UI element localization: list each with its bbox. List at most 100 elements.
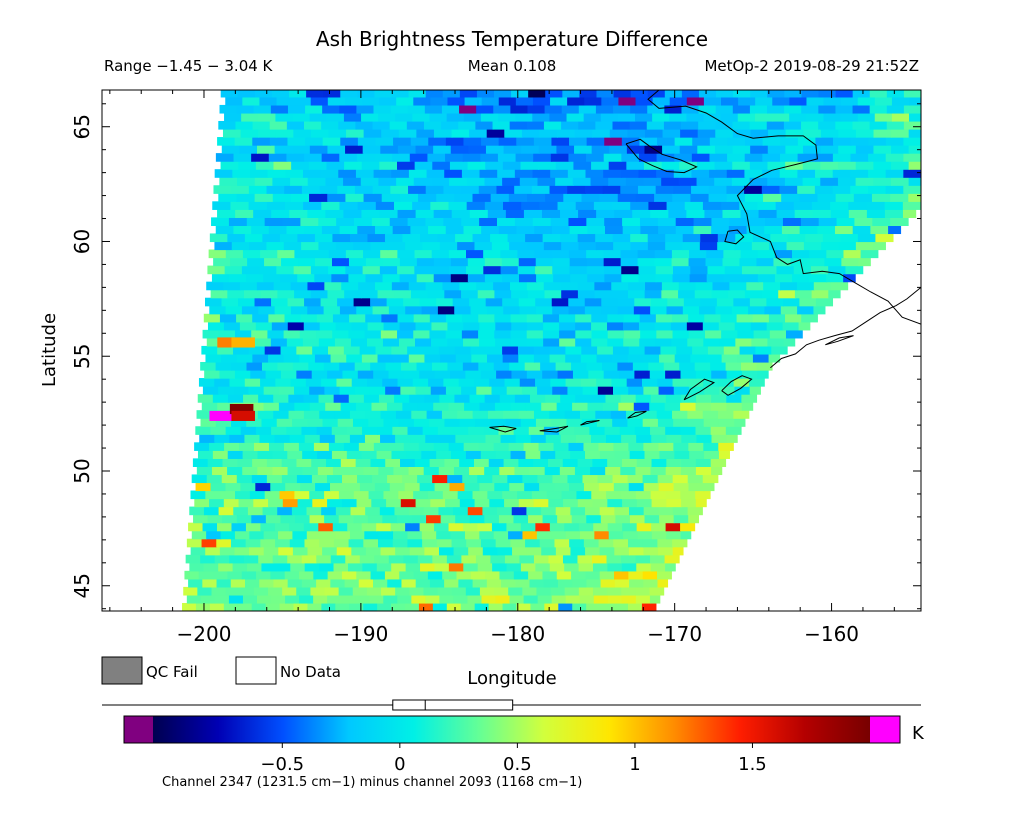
heat-cell: [260, 378, 277, 387]
heat-cell: [345, 249, 364, 259]
heat-cell: [268, 498, 284, 508]
heat-cell: [487, 490, 504, 500]
heat-cell: [722, 257, 741, 267]
heat-cell: [680, 370, 697, 379]
heat-cell: [332, 313, 351, 323]
heat-cell: [477, 474, 494, 484]
heat-cell: [322, 546, 338, 556]
heat-cell: [463, 562, 479, 572]
heat-cell: [450, 370, 467, 379]
heat-cell: [237, 602, 253, 611]
heat-cell: [550, 169, 569, 178]
heat-cell: [315, 257, 333, 267]
heat-cell: [237, 177, 256, 186]
heat-cell: [586, 249, 605, 259]
heat-cell: [422, 426, 439, 435]
heat-cell: [311, 249, 330, 259]
heat-cell: [217, 402, 234, 411]
heat-cell: [397, 378, 414, 387]
heat-cell: [301, 578, 317, 588]
heat-cell: [226, 81, 244, 90]
heat-cell: [235, 209, 255, 218]
heat-cell: [888, 225, 902, 235]
heat-cell: [687, 474, 704, 484]
heat-cell: [744, 169, 764, 178]
heat-cell: [820, 177, 839, 186]
heat-cell: [486, 305, 505, 315]
heat-cell: [384, 233, 404, 243]
heat-cell: [327, 289, 346, 299]
heat-cell: [369, 386, 387, 395]
heat-cell: [533, 498, 550, 508]
heat-cell: [586, 153, 605, 162]
heat-cell: [506, 522, 522, 532]
heat-cell: [546, 490, 563, 500]
heat-cell: [529, 466, 546, 476]
heat-cell: [328, 442, 345, 451]
range-box: [392, 699, 514, 711]
heat-cell: [515, 112, 534, 122]
heat-cell: [407, 530, 423, 540]
heat-cell: [739, 257, 758, 267]
heat-cell: [619, 426, 636, 435]
heat-cell: [852, 120, 871, 130]
heat-cell: [644, 514, 660, 524]
heat-cell: [225, 305, 243, 315]
heat-cell: [330, 353, 348, 363]
heat-cell: [539, 129, 558, 138]
heat-cell: [569, 538, 585, 548]
heat-cell: [587, 273, 606, 283]
heat-cell: [498, 426, 515, 435]
heat-cell: [508, 193, 528, 202]
heat-cell: [299, 594, 314, 604]
heat-cell: [650, 490, 667, 500]
heat-cell: [395, 586, 411, 596]
heat-cell: [309, 402, 327, 411]
heat-cell: [577, 281, 596, 291]
heat-cell: [607, 337, 625, 347]
heat-cell: [439, 241, 459, 251]
heat-cell: [636, 81, 654, 90]
heat-cell: [413, 490, 429, 500]
heat-cell: [440, 434, 457, 443]
heat-cell: [608, 161, 628, 170]
heat-cell: [487, 410, 505, 419]
heat-cell: [621, 554, 637, 564]
heat-cell: [236, 313, 254, 323]
heat-cell: [421, 450, 438, 459]
heat-cell: [850, 137, 870, 146]
heat-cell: [747, 217, 767, 227]
heat-cell: [348, 466, 365, 476]
y-tick-label: 55: [70, 344, 94, 369]
heat-cell: [427, 153, 446, 162]
heat-cell: [741, 370, 759, 379]
heat-cell: [269, 137, 289, 146]
heat-cell: [908, 129, 921, 138]
heat-cell: [386, 402, 404, 411]
heat-cell: [349, 313, 367, 323]
heat-cell: [627, 538, 644, 548]
heat-cell: [568, 305, 586, 315]
heat-cell: [375, 345, 393, 355]
heat-cell: [429, 313, 447, 323]
heat-cell: [302, 466, 319, 476]
heat-cell: [388, 305, 407, 315]
heat-cell: [792, 249, 811, 259]
heat-cell: [347, 562, 364, 572]
heat-cell: [650, 209, 670, 218]
heat-cell: [815, 297, 834, 307]
heat-cell: [873, 241, 886, 251]
y-tick-label: 65: [70, 114, 94, 139]
heat-cell: [765, 217, 784, 227]
heat-cell: [630, 201, 650, 210]
heat-cell: [533, 554, 550, 564]
heat-cell: [319, 410, 336, 419]
heat-cell: [268, 225, 288, 235]
heat-cell: [205, 297, 223, 307]
heat-cell: [732, 161, 751, 170]
heat-cell: [726, 169, 746, 178]
heat-cell: [733, 297, 751, 307]
heat-cell: [704, 209, 724, 218]
heat-cell: [312, 498, 328, 508]
heat-cell: [520, 161, 540, 170]
